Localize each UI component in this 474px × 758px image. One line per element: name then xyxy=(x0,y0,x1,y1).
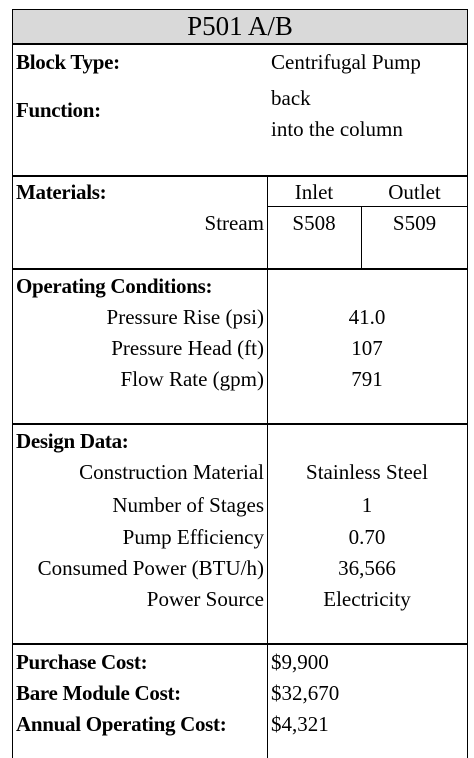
cost-value: $9,900 xyxy=(271,650,329,674)
cost-label: Annual Operating Cost: xyxy=(16,712,227,736)
function-line-1: back xyxy=(271,86,311,110)
cost-label: Purchase Cost: xyxy=(16,650,148,674)
materials-label: Materials: xyxy=(16,180,107,204)
divider xyxy=(467,9,468,758)
divider xyxy=(267,176,268,758)
block-type-label: Block Type: xyxy=(16,50,120,74)
design-label: Power Source xyxy=(146,587,264,611)
divider xyxy=(267,206,468,207)
title-background xyxy=(12,9,468,43)
design-label: Consumed Power (BTU/h) xyxy=(37,556,264,580)
design-label: Construction Material xyxy=(79,460,264,484)
design-value: 1 xyxy=(361,493,373,517)
page-title: P501 A/B xyxy=(187,11,293,41)
function-line-2: into the column xyxy=(271,117,403,141)
divider xyxy=(12,423,468,425)
stream-label: Stream xyxy=(204,211,264,235)
cost-label: Bare Module Cost: xyxy=(16,681,181,705)
cost-value: $32,670 xyxy=(271,681,340,705)
outlet-stream: S509 xyxy=(392,211,437,235)
divider xyxy=(12,643,468,645)
operating-value: 791 xyxy=(351,367,383,391)
divider xyxy=(12,268,468,270)
block-type-value: Centrifugal Pump xyxy=(271,50,421,74)
design-value: Electricity xyxy=(323,587,411,611)
operating-label: Flow Rate (gpm) xyxy=(120,367,264,391)
inlet-header: Inlet xyxy=(294,180,334,204)
design-label: Number of Stages xyxy=(112,493,264,517)
outlet-header: Outlet xyxy=(388,180,441,204)
divider xyxy=(12,175,468,177)
cost-value: $4,321 xyxy=(271,712,329,736)
operating-value: 107 xyxy=(351,336,383,360)
design-value: 36,566 xyxy=(338,556,396,580)
divider xyxy=(361,206,362,269)
function-label: Function: xyxy=(16,98,101,122)
divider xyxy=(12,9,468,10)
divider xyxy=(12,9,13,758)
divider xyxy=(12,43,468,45)
design-value: 0.70 xyxy=(348,525,386,549)
design-value: Stainless Steel xyxy=(306,460,428,484)
operating-conditions-label: Operating Conditions: xyxy=(16,274,213,298)
operating-value: 41.0 xyxy=(348,305,386,329)
operating-label: Pressure Head (ft) xyxy=(111,336,264,360)
operating-label: Pressure Rise (psi) xyxy=(106,305,264,329)
inlet-stream: S508 xyxy=(292,211,336,235)
design-data-label: Design Data: xyxy=(16,429,129,453)
design-label: Pump Efficiency xyxy=(122,525,264,549)
